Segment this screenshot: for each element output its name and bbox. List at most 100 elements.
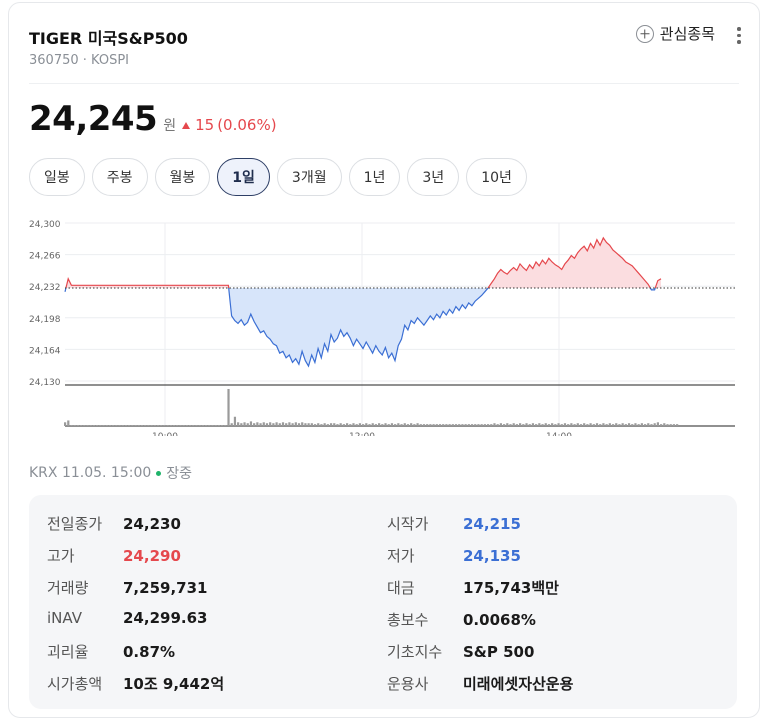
info-label: 시작가	[387, 515, 429, 533]
info-value: 175,743백만	[463, 579, 559, 597]
volume-bar	[275, 422, 278, 426]
more-options-icon[interactable]	[737, 27, 741, 44]
volume-bar	[233, 416, 237, 426]
volume-bar	[195, 425, 198, 426]
volume-bar	[595, 423, 599, 426]
volume-bar	[131, 425, 134, 426]
volume-bar	[134, 425, 137, 426]
volume-bar	[150, 425, 153, 426]
tab-period[interactable]: 주봉	[91, 158, 148, 196]
volume-bar	[592, 424, 595, 426]
volume-bar	[490, 424, 493, 426]
info-row: 시가총액 10조 9,442억	[47, 673, 224, 694]
add-favorite-button[interactable]: 관심종목	[635, 23, 715, 44]
volume-bar	[624, 424, 627, 426]
volume-bar	[422, 424, 426, 426]
volume-bar	[451, 424, 454, 426]
stock-title: TIGER 미국S&P500	[29, 29, 188, 48]
info-label: 저가	[387, 547, 415, 565]
volume-bar	[108, 425, 112, 426]
volume-bar	[147, 425, 150, 426]
volume-bar	[105, 425, 108, 426]
volume-bar	[400, 424, 403, 426]
volume-bar	[583, 423, 586, 426]
stock-code: 360750 · KOSPI	[29, 53, 129, 68]
volume-bar	[663, 423, 666, 426]
volume-bar	[554, 424, 557, 426]
volume-bar	[573, 424, 576, 426]
volume-bar	[563, 423, 567, 426]
volume-bar	[528, 424, 531, 426]
volume-bar	[461, 424, 464, 426]
current-price: 24,245	[29, 99, 158, 139]
info-row: 저가 24,135	[387, 545, 521, 566]
volume-bar	[378, 423, 381, 426]
volume-bar	[605, 424, 608, 426]
volume-bar	[522, 424, 525, 426]
volume-bar	[672, 424, 676, 426]
info-value: 24,135	[463, 546, 521, 565]
volume-bar	[611, 424, 615, 426]
volume-bar	[448, 424, 451, 426]
info-row: 기초지수 S&P 500	[387, 641, 534, 662]
tab-period[interactable]: 3개월	[276, 158, 342, 196]
price-area-up	[65, 237, 661, 289]
volume-bar	[76, 425, 80, 426]
volume-bar	[390, 423, 394, 426]
volume-bar	[435, 424, 438, 426]
info-label: 대금	[387, 579, 415, 597]
tab-period[interactable]: 3년	[407, 158, 460, 196]
y-tick-label: 24,232	[29, 283, 61, 293]
volume-bar	[243, 422, 246, 426]
volume-bar	[96, 425, 99, 426]
volume-bar	[249, 421, 253, 426]
price-change: 15 (0.06%)	[182, 116, 277, 134]
volume-bar	[349, 424, 352, 426]
volume-bar	[438, 424, 442, 426]
volume-bar	[551, 423, 554, 426]
volume-bar	[208, 425, 211, 426]
volume-bar	[128, 425, 131, 426]
tab-period[interactable]: 1년	[348, 158, 401, 196]
volume-bar	[445, 424, 448, 426]
tab-period[interactable]: 1일	[217, 158, 270, 196]
volume-bar	[615, 423, 618, 426]
volume-bar	[394, 424, 397, 426]
info-row: 괴리율 0.87%	[47, 641, 175, 662]
price-line-down	[64, 288, 656, 368]
volume-bar	[118, 425, 121, 426]
info-value: 미래에셋자산운용	[463, 675, 574, 693]
info-value: 24,230	[123, 514, 181, 533]
volume-bar	[163, 425, 166, 426]
volume-bar	[470, 424, 474, 426]
volume-bar	[224, 425, 227, 426]
info-value: 7,259,731	[123, 578, 208, 597]
tab-period[interactable]: 일봉	[29, 158, 85, 196]
volume-bar	[560, 424, 563, 426]
info-value: 10조 9,442억	[123, 675, 225, 693]
volume-bar	[362, 424, 365, 426]
volume-bar	[567, 424, 570, 426]
volume-bar	[323, 423, 326, 426]
volume-bar	[188, 425, 192, 426]
info-row: 대금 175,743백만	[387, 577, 559, 598]
volume-bar	[416, 423, 419, 426]
tab-period[interactable]: 월봉	[154, 158, 211, 196]
info-label: 총보수	[387, 611, 429, 629]
volume-bar	[547, 424, 551, 426]
volume-bar	[86, 425, 89, 426]
volume-bar	[650, 424, 653, 426]
info-row: 총보수 0.0068%	[387, 609, 536, 630]
volume-bar	[586, 424, 589, 426]
intraday-chart[interactable]: 24,300 24,266 24,232 24,198 24,164 24,130 10:0…	[29, 211, 745, 436]
volume-bar	[499, 423, 502, 426]
volume-bar	[259, 423, 262, 426]
volume-bar	[221, 425, 224, 426]
period-tabs: 일봉 주봉 월봉 1일 3개월 1년 3년 10년	[29, 158, 527, 196]
volume-bar	[647, 423, 650, 426]
tab-period[interactable]: 10년	[466, 158, 527, 196]
volume-bar	[387, 424, 390, 426]
info-label: iNAV	[47, 609, 82, 627]
volume-bar	[230, 423, 233, 426]
volume-bar	[281, 422, 285, 426]
